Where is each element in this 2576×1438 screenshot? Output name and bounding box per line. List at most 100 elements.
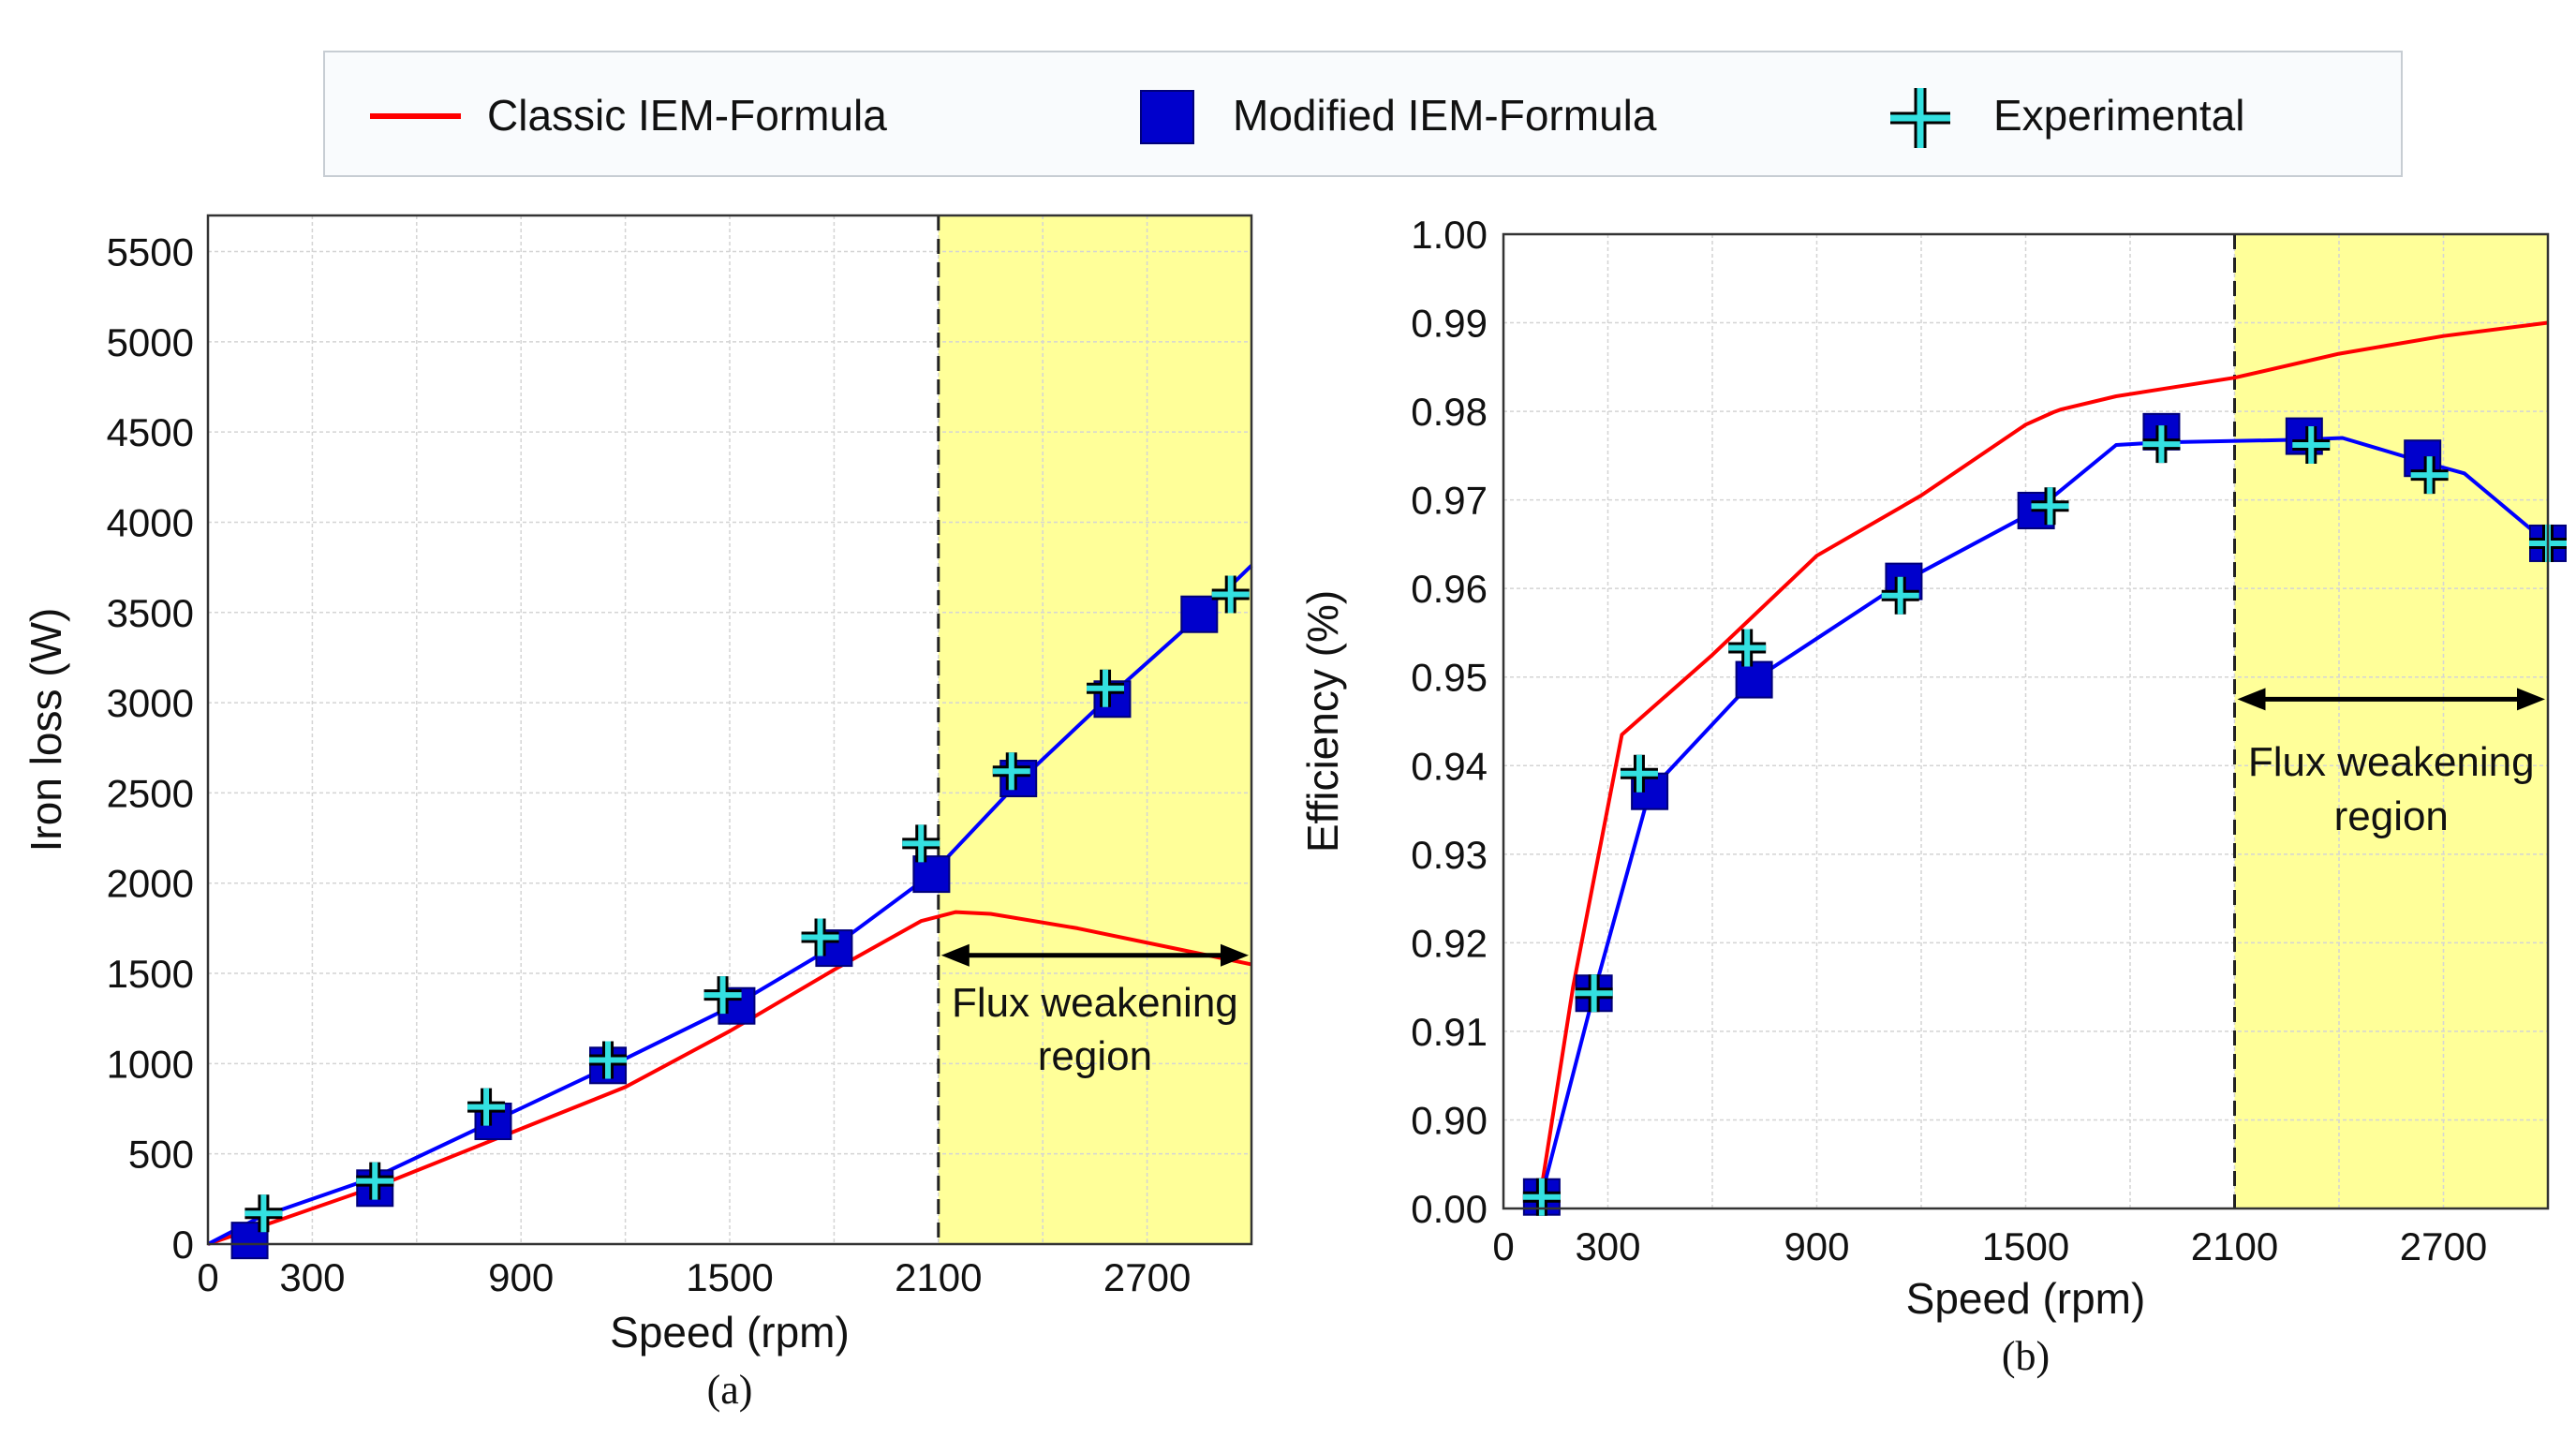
- panel-a-experimental-marker: [1211, 575, 1250, 614]
- panel-b-experimental-marker: [2142, 425, 2181, 464]
- panel-a-x-tick-label: 2700: [1103, 1255, 1191, 1299]
- panel-b-caption: (b): [2002, 1333, 2050, 1379]
- legend-box: [323, 51, 2403, 177]
- panel-a-y-tick-label: 2500: [107, 771, 194, 815]
- panel-b-y-tick-label: 1.00: [1411, 213, 1488, 257]
- panel-b-region-label-line1: Flux weakening: [2248, 739, 2535, 785]
- panel-a-experimental-marker-fill: [801, 918, 839, 956]
- panel-a-region-arrow-right-head: [1221, 943, 1249, 967]
- panel-a-experimental-marker-fill: [902, 824, 940, 863]
- panel-a-flux-weakening-region: [938, 215, 1251, 1244]
- panel-a-x-tick-label: 0: [197, 1255, 218, 1299]
- panel-b-efficiency-chart: Flux weakening region 0 300 900 1500 2100 270…: [1298, 213, 2567, 1379]
- panel-a-y-tick-label: 500: [128, 1133, 194, 1177]
- panel-a-experimental-marker: [589, 1041, 628, 1079]
- panel-a-annotation: Flux weakening region: [940, 943, 1249, 1079]
- panel-a-experimental-marker: [467, 1088, 506, 1126]
- panel-a-y-tick-label: 1000: [107, 1042, 194, 1086]
- panel-a-region-layer: [938, 215, 1251, 1244]
- panel-b-y-tick-label: 0.90: [1411, 1098, 1488, 1142]
- panel-a-experimental-marker: [801, 918, 839, 956]
- panel-a-x-tick-label: 2100: [895, 1255, 982, 1299]
- panel-b-x-tick-label: 1500: [1982, 1224, 2069, 1268]
- panel-b-axes: [1502, 232, 2550, 1210]
- panel-b-y-tick-label: 0.97: [1411, 479, 1488, 523]
- panel-a-x-axis-label: Speed (rpm): [610, 1308, 850, 1356]
- panel-b-region-arrow-right-head: [2517, 688, 2545, 711]
- legend-modified-swatch: [1140, 90, 1194, 144]
- panel-a-x-tick-label: 1500: [686, 1255, 773, 1299]
- panel-a-experimental-marker-fill: [589, 1041, 628, 1079]
- panel-b-experimental-marker-fill: [2142, 425, 2181, 464]
- panel-a-grid: [207, 215, 1252, 1245]
- panel-b-x-tick-label: 0: [1492, 1224, 1514, 1268]
- panel-a-y-tick-label: 3000: [107, 681, 194, 725]
- panel-a-experimental-marker: [1087, 669, 1125, 707]
- panel-b-experimental-marker: [2031, 487, 2069, 526]
- panel-b-experimental-marker: [1522, 1178, 1561, 1216]
- panel-b-experimental-marker-fill: [1881, 576, 1919, 615]
- panel-a-plot-frame: [206, 214, 1253, 1246]
- panel-a-x-tick-label: 900: [488, 1255, 554, 1299]
- panel-b-y-tick-label: 0.94: [1411, 744, 1488, 788]
- panel-a-region-label-line2: region: [1038, 1033, 1152, 1079]
- panel-b-region-label-line2: region: [2334, 793, 2449, 839]
- panel-b-experimental-marker-fill: [2292, 426, 2331, 465]
- panel-a-axes: [206, 214, 1253, 1246]
- panel-b-experimental-marker-fill: [2031, 487, 2069, 526]
- panel-b-x-tick-labels: 0 300 900 1500 2100 2700: [1492, 1224, 2487, 1268]
- panel-a-experimental-marker: [703, 976, 742, 1015]
- panel-a-y-tick-label: 2000: [107, 862, 194, 906]
- panel-a-experimental-marker-fill: [1211, 575, 1250, 614]
- panel-a-x-tick-labels: 0 300 900 1500 2100 2700: [197, 1255, 1191, 1299]
- panel-b-flux-weakening-region: [2234, 234, 2548, 1208]
- panel-a-y-axis-label: Iron loss (W): [22, 608, 70, 852]
- panel-b-experimental-marker-fill: [2410, 456, 2449, 495]
- legend-classic-label: Classic IEM-Formula: [487, 91, 887, 140]
- panel-a-modified-marker: [1180, 595, 1219, 633]
- panel-a-y-tick-labels: 0 500 1000 1500 2000 2500 3000 3500 4000 4500 5000…: [107, 230, 194, 1267]
- panel-a-modified-marker: [912, 855, 951, 894]
- panel-a-experimental-marker-fill: [703, 976, 742, 1015]
- panel-b-y-tick-label: 0.93: [1411, 833, 1488, 877]
- panel-b-experimental-marker: [1728, 629, 1767, 667]
- panel-a-region-label-line1: Flux weakening: [952, 980, 1238, 1026]
- panel-a-y-tick-label: 5500: [107, 230, 194, 274]
- panel-a-markers: [230, 575, 1250, 1260]
- panel-b-experimental-marker: [1881, 576, 1919, 615]
- panel-a-experimental-marker: [244, 1194, 283, 1233]
- panel-a-experimental-marker-fill: [467, 1088, 506, 1126]
- panel-a-y-tick-label: 5000: [107, 320, 194, 364]
- panel-b-x-tick-label: 300: [1575, 1224, 1640, 1268]
- panel-b-x-axis-label: Speed (rpm): [1906, 1274, 2146, 1323]
- panel-a-experimental-marker-fill: [992, 752, 1030, 791]
- panel-b-y-tick-label: 0.96: [1411, 567, 1488, 611]
- legend-experimental-label: Experimental: [1993, 91, 2244, 140]
- panel-b-classic-curve: [1536, 320, 2549, 1209]
- panel-b-region-arrow-left-head: [2237, 688, 2266, 711]
- panel-b-experimental-marker: [1575, 974, 1613, 1013]
- panel-b-experimental-marker: [1620, 754, 1658, 793]
- panel-a-experimental-marker-fill: [356, 1162, 394, 1200]
- legend-modified-label: Modified IEM-Formula: [1233, 91, 1657, 140]
- panel-b-experimental-marker-fill: [1575, 974, 1613, 1013]
- panel-b-y-tick-label: 0.92: [1411, 921, 1488, 965]
- panel-a-caption: (a): [707, 1367, 753, 1413]
- panel-a-experimental-marker: [992, 752, 1030, 791]
- panel-a-y-tick-label: 0: [172, 1223, 194, 1267]
- panel-b-y-tick-label: 0.95: [1411, 656, 1488, 700]
- panel-a-region-arrow-left-head: [940, 943, 970, 967]
- panel-a-iron-loss-chart: Flux weakening region 0 300 900 1500 2100 270…: [22, 214, 1253, 1413]
- legend: Classic IEM-Formula Modified IEM-Formula…: [323, 51, 2403, 177]
- panel-a-experimental-marker: [356, 1162, 394, 1200]
- panel-a-y-tick-label: 4500: [107, 410, 194, 454]
- panel-b-y-tick-label: 0.00: [1411, 1187, 1488, 1231]
- panel-a-experimental-marker-fill: [1087, 669, 1125, 707]
- panel-b-x-tick-label: 2100: [2191, 1224, 2278, 1268]
- panel-b-region-layer: [2234, 234, 2548, 1208]
- panel-a-experimental-marker: [902, 824, 940, 863]
- panel-b-x-tick-label: 2700: [2400, 1224, 2487, 1268]
- panel-b-y-tick-label: 0.98: [1411, 390, 1488, 434]
- panel-b-y-tick-labels: 0.00 0.90 0.91 0.92 0.93 0.94 0.95 0.96 0.97 0.98…: [1411, 213, 1488, 1231]
